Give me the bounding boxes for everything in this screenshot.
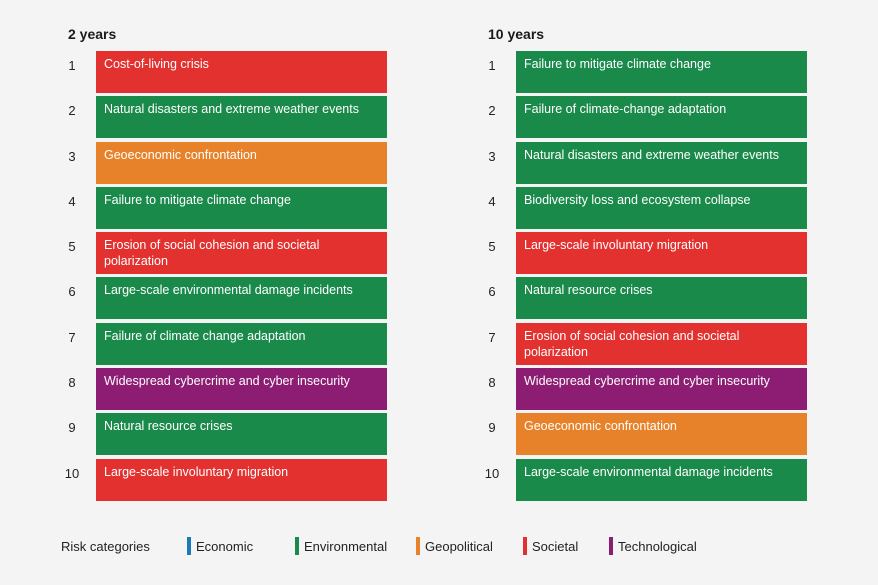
- risk-row: 8 Widespread cybercrime and cyber insecur…: [60, 368, 387, 413]
- risk-rank: 2: [68, 103, 76, 119]
- risk-row: 6 Natural resource crises: [480, 277, 807, 322]
- risk-rank: 5: [488, 239, 496, 255]
- column-10-years: 10 years 1 Failure to mitigate climate ch…: [480, 24, 807, 504]
- legend-swatch: [295, 537, 299, 555]
- risk-row: 10 Large-scale environmental damage incid…: [480, 458, 807, 504]
- risk-row: 9 Natural resource crises: [60, 413, 387, 458]
- risk-row: 7 Failure of climate change adaptation: [60, 322, 387, 368]
- risk-list: 1 Failure to mitigate climate change 2 Fail…: [480, 51, 807, 504]
- risk-block-geopolitical: Geoeconomic confrontation: [96, 141, 387, 184]
- risk-rank: 2: [488, 103, 496, 119]
- risk-block-environmental: Natural resource crises: [96, 413, 387, 456]
- risk-block-societal: Erosion of social cohesion and societal …: [516, 322, 807, 365]
- risk-block-environmental: Natural disasters and extreme weather ev…: [516, 141, 807, 184]
- risk-block-technological: Widespread cybercrime and cyber insecuri…: [516, 368, 807, 411]
- legend-item-label: Environmental: [304, 539, 388, 554]
- risk-rank: 1: [488, 58, 496, 73]
- risk-block-environmental: Failure to mitigate climate change: [516, 51, 807, 93]
- risk-row: 3 Geoeconomic confrontation: [60, 141, 387, 187]
- risk-block-environmental: Failure of climate-change adaptation: [516, 96, 807, 139]
- risk-block-environmental: Large-scale environmental damage inciden…: [96, 277, 387, 320]
- risk-rank: 9: [488, 420, 496, 436]
- risk-rank: 1: [68, 58, 76, 73]
- column-2-years: 2 years 1 Cost-of-living crisis 2 Natural d…: [60, 24, 387, 504]
- risk-rank: 7: [488, 329, 496, 345]
- risk-rank: 6: [68, 284, 76, 300]
- risk-rank: 3: [488, 148, 496, 164]
- risk-block-environmental: Failure of climate change adaptation: [96, 322, 387, 365]
- risk-block-societal: Large-scale involuntary migration: [96, 458, 387, 501]
- risk-rank: 9: [68, 420, 76, 436]
- risk-block-environmental: Failure to mitigate climate change: [96, 186, 387, 229]
- risk-block-geopolitical: Geoeconomic confrontation: [516, 413, 807, 456]
- risk-row: 7 Erosion of social cohesion and societal…: [480, 322, 807, 368]
- legend-item-label: Geopolitical: [425, 539, 493, 554]
- legend-item-label: Technological: [618, 539, 697, 554]
- risk-row: 4 Biodiversity loss and ecosystem collaps…: [480, 186, 807, 232]
- risk-row: 6 Large-scale environmental damage incide…: [60, 277, 387, 322]
- legend-swatch: [609, 537, 613, 555]
- risk-rank: 6: [488, 284, 496, 300]
- risk-row: 4 Failure to mitigate climate change: [60, 186, 387, 232]
- risk-row: 2 Failure of climate-change adaptation: [480, 96, 807, 141]
- column-title: 2 years: [68, 26, 117, 42]
- risk-rank: 10: [484, 465, 500, 481]
- risk-row: 1 Failure to mitigate climate change: [480, 51, 807, 96]
- risk-row: 9 Geoeconomic confrontation: [480, 413, 807, 458]
- risk-rank: 8: [68, 375, 76, 391]
- legend-swatch: [416, 537, 420, 555]
- risk-block-environmental: Large-scale environmental damage inciden…: [516, 458, 807, 501]
- legend-label: Risk categories: [61, 539, 150, 554]
- risk-block-societal: Cost-of-living crisis: [96, 51, 387, 93]
- risk-row: 2 Natural disasters and extreme weather e…: [60, 96, 387, 141]
- risk-block-societal: Large-scale involuntary migration: [516, 232, 807, 275]
- risk-row: 1 Cost-of-living crisis: [60, 51, 387, 96]
- risk-row: 10 Large-scale involuntary migration: [60, 458, 387, 504]
- legend-swatch: [523, 537, 527, 555]
- risk-block-environmental: Natural disasters and extreme weather ev…: [96, 96, 387, 139]
- risk-block-environmental: Biodiversity loss and ecosystem collapse: [516, 186, 807, 229]
- legend-item-label: Economic: [196, 539, 254, 554]
- risk-rank: 3: [68, 148, 76, 164]
- risk-row: 5 Erosion of social cohesion and societal…: [60, 232, 387, 277]
- column-title: 10 years: [488, 26, 545, 42]
- risk-rank: 7: [68, 329, 76, 345]
- risk-row: 5 Large-scale involuntary migration: [480, 232, 807, 277]
- risk-block-societal: Erosion of social cohesion and societal …: [96, 232, 387, 275]
- risk-row: 8 Widespread cybercrime and cyber insecur…: [480, 368, 807, 413]
- risk-block-environmental: Natural resource crises: [516, 277, 807, 320]
- legend-swatch: [187, 537, 191, 555]
- risk-row: 3 Natural disasters and extreme weather e…: [480, 141, 807, 187]
- risk-rank: 4: [68, 193, 76, 209]
- risk-block-technological: Widespread cybercrime and cyber insecuri…: [96, 368, 387, 411]
- risk-rank: 10: [64, 465, 80, 481]
- risk-rank: 5: [68, 239, 76, 255]
- risk-rank: 4: [488, 193, 496, 209]
- risk-rank: 8: [488, 375, 496, 391]
- risk-list: 1 Cost-of-living crisis 2 Natural disasters…: [60, 51, 387, 504]
- legend-item-label: Societal: [532, 539, 579, 554]
